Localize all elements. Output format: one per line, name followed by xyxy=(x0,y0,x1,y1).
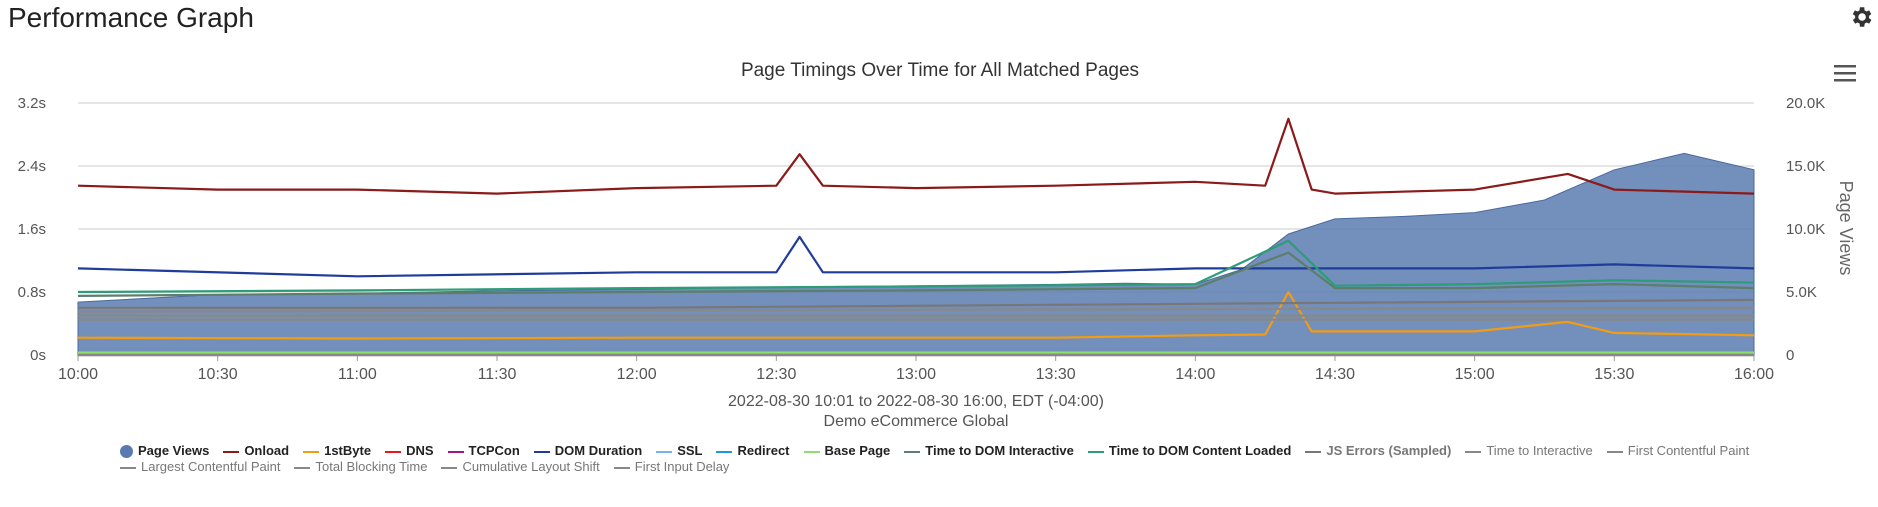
legend-label: Redirect xyxy=(737,443,790,458)
chart-subtitle-app: Demo eCommerce Global xyxy=(824,413,1009,430)
series-js-errors-sampled-line xyxy=(78,298,1755,309)
y-left-tick-label: 3.2s xyxy=(18,95,46,112)
x-axis: 10:00 10:30 11:00 11:30 12:00 12:30 13:00 13:30… xyxy=(58,355,1774,383)
x-tick-label: 10:00 xyxy=(58,366,98,383)
legend-swatch xyxy=(1465,450,1482,453)
legend-swatch xyxy=(385,450,402,453)
legend-item[interactable]: First Contentful Paint xyxy=(1606,443,1750,459)
legend-swatch xyxy=(1606,450,1623,453)
series-time-to-interactive-line xyxy=(77,306,1755,313)
legend-swatch xyxy=(656,450,673,453)
chart-subtitle-range: 2022-08-30 10:01 to 2022-08-30 16:00, ED… xyxy=(728,393,1104,410)
y-left-tick-label: 1.6s xyxy=(18,221,46,238)
y-right-tick-label: 10.0K xyxy=(1786,221,1825,238)
legend-item[interactable]: TCPCon xyxy=(447,443,520,459)
y-right-tick-label: 15.0K xyxy=(1786,158,1825,175)
legend-label: TCPCon xyxy=(468,443,520,458)
legend-item[interactable]: Time to DOM Content Loaded xyxy=(1087,443,1292,459)
legend-swatch xyxy=(441,466,458,469)
legend-item[interactable]: DOM Duration xyxy=(533,443,643,459)
chart-legend: Page Views Onload 1stByte DNS TCPCon DOM Dura… xyxy=(120,443,1770,475)
legend-item[interactable]: Base Page xyxy=(803,443,891,459)
x-tick-label: 13:00 xyxy=(896,366,936,383)
y-axis-left: 0s 0.8s 1.6s 2.4s 3.2s xyxy=(18,95,46,364)
legend-item[interactable]: SSL xyxy=(656,443,702,459)
legend-swatch xyxy=(223,450,240,453)
hamburger-menu-icon[interactable] xyxy=(1832,62,1858,84)
performance-chart: Page Timings Over Time for All Matched P… xyxy=(18,60,1856,430)
y-left-tick-label: 0.8s xyxy=(18,284,46,301)
legend-label: Largest Contentful Paint xyxy=(141,459,281,474)
legend-item[interactable]: First Input Delay xyxy=(613,459,730,475)
x-tick-label: 14:30 xyxy=(1315,366,1355,383)
legend-item[interactable]: Cumulative Layout Shift xyxy=(441,459,600,475)
legend-swatch xyxy=(447,450,464,453)
legend-label: 1stByte xyxy=(324,443,372,458)
x-tick-label: 11:30 xyxy=(478,366,517,383)
legend-label: Time to DOM Interactive xyxy=(925,443,1074,458)
x-tick-label: 13:30 xyxy=(1036,366,1076,383)
legend-label: First Contentful Paint xyxy=(1627,443,1750,458)
legend-swatch xyxy=(1087,450,1104,453)
legend-swatch xyxy=(120,445,133,459)
legend-label: Total Blocking Time xyxy=(315,459,428,474)
x-tick-label: 10:30 xyxy=(198,366,238,383)
legend-swatch xyxy=(533,450,550,453)
x-tick-label: 15:00 xyxy=(1455,366,1495,383)
legend-item[interactable]: 1stByte xyxy=(303,443,371,459)
x-tick-label: 16:00 xyxy=(1734,366,1774,383)
legend-label: SSL xyxy=(677,443,703,458)
legend-label: First Input Delay xyxy=(634,459,730,474)
legend-label: Cumulative Layout Shift xyxy=(462,459,600,474)
legend-swatch xyxy=(1305,450,1322,453)
series-1stbyte-line xyxy=(77,290,1755,340)
y-left-tick-label: 2.4s xyxy=(18,158,46,175)
legend-label: Onload xyxy=(244,443,290,458)
x-tick-label: 11:00 xyxy=(338,366,377,383)
legend-swatch xyxy=(294,466,311,469)
x-tick-label: 14:00 xyxy=(1175,366,1215,383)
legend-item[interactable]: Time to DOM Interactive xyxy=(904,443,1074,459)
x-tick-label: 12:30 xyxy=(756,366,796,383)
series-page-views-area xyxy=(77,152,1755,356)
legend-swatch xyxy=(120,466,136,469)
legend-swatch xyxy=(803,450,820,453)
legend-item[interactable]: DNS xyxy=(385,443,434,459)
y-axis-right: 0 5.0K 10.0K 15.0K 20.0K xyxy=(1786,95,1825,364)
chart-title: Page Timings Over Time for All Matched P… xyxy=(741,60,1139,81)
legend-label: Time to Interactive xyxy=(1486,443,1593,458)
legend-label: DOM Duration xyxy=(554,443,643,458)
legend-label: Page Views xyxy=(138,443,210,458)
legend-label: DNS xyxy=(406,443,434,458)
legend-item[interactable]: Redirect xyxy=(716,443,790,459)
legend-swatch xyxy=(716,450,733,453)
legend-swatch xyxy=(613,466,630,469)
plot-area xyxy=(77,117,1755,357)
x-tick-label: 12:00 xyxy=(617,366,657,383)
y-axis-right-title: Page Views xyxy=(1836,181,1856,276)
legend-item[interactable]: Onload xyxy=(223,443,289,459)
page-title: Performance Graph xyxy=(8,2,254,33)
legend-item[interactable]: Page Views xyxy=(120,443,209,459)
legend-item[interactable]: JS Errors (Sampled) xyxy=(1305,443,1451,459)
y-left-tick-label: 0s xyxy=(30,347,46,364)
series-time-to-dom-interactive-line xyxy=(77,251,1755,297)
legend-swatch xyxy=(303,450,320,453)
x-tick-label: 15:30 xyxy=(1594,366,1634,383)
y-right-tick-label: 0 xyxy=(1786,347,1794,364)
legend-item[interactable]: Largest Contentful Paint xyxy=(120,459,280,475)
y-right-tick-label: 20.0K xyxy=(1786,95,1825,112)
series-time-to-dom-content-loaded-line xyxy=(77,239,1755,294)
gear-icon[interactable] xyxy=(1848,4,1874,30)
legend-swatch xyxy=(904,450,921,453)
legend-label: Base Page xyxy=(824,443,891,458)
series-dom-duration-line xyxy=(77,235,1755,278)
legend-item[interactable]: Time to Interactive xyxy=(1465,443,1593,459)
legend-label: Time to DOM Content Loaded xyxy=(1108,443,1292,458)
series-onload-line xyxy=(77,117,1755,195)
y-right-tick-label: 5.0K xyxy=(1786,284,1817,301)
legend-label: JS Errors (Sampled) xyxy=(1326,443,1452,458)
legend-item[interactable]: Total Blocking Time xyxy=(294,459,427,475)
